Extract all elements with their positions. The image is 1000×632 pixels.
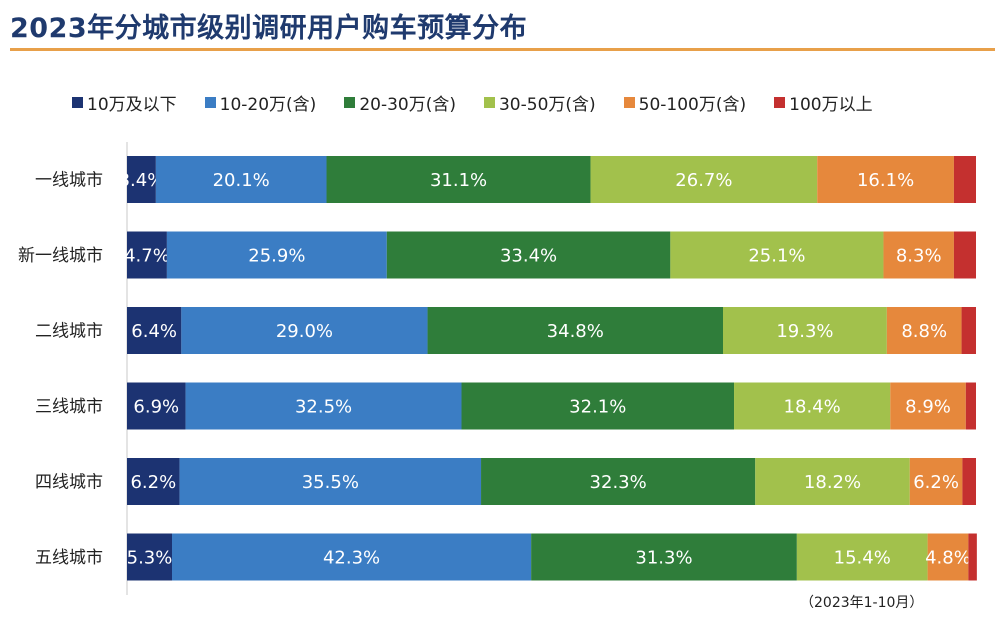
bar-segment (962, 458, 976, 505)
legend-swatch (623, 96, 635, 108)
bar-segment (968, 533, 977, 581)
data-label: 31.1% (430, 170, 487, 191)
legend-label: 100万以上 (789, 94, 873, 115)
bar-segment (386, 231, 671, 279)
legend-item: 10-20万(含) (204, 90, 317, 115)
footnote: （2023年1-10月） (800, 595, 924, 611)
legend-swatch (483, 96, 495, 108)
bar-segment (817, 156, 954, 203)
legend-label: 10万及以下 (87, 94, 177, 115)
legend-swatch (344, 96, 356, 108)
data-label: 16.1% (857, 170, 914, 191)
title-divider (10, 48, 995, 51)
data-label: 25.9% (248, 246, 305, 267)
bar-segment (166, 231, 387, 279)
category-label: 新一线城市 (18, 246, 103, 266)
legend-item: 100万以上 (774, 90, 873, 115)
data-label: 6.9% (133, 397, 179, 418)
bar-segment (185, 382, 462, 430)
data-label: 32.1% (569, 397, 626, 418)
data-label: 6.2% (913, 472, 959, 493)
bar-segment (531, 533, 797, 581)
bar-segment (796, 533, 928, 581)
data-label: 32.3% (590, 472, 647, 493)
bar-segment (181, 307, 428, 354)
bar-segment (326, 156, 591, 203)
data-label: 26.7% (675, 170, 732, 191)
data-label: 35.5% (302, 472, 359, 493)
data-label: 18.4% (784, 397, 841, 418)
data-label: 34.8% (547, 321, 604, 342)
bar-segment (155, 156, 327, 203)
data-label: 6.2% (130, 472, 176, 493)
data-label: 32.5% (295, 397, 352, 418)
legend: 10万及以下 10-20万(含) 20-30万(含) 30-50万(含) 50-100万… (72, 90, 901, 115)
data-label: 15.4% (834, 548, 891, 569)
legend-item: 50-100万(含) (623, 90, 747, 115)
bar-segment (127, 231, 167, 279)
bar-segment (461, 382, 735, 430)
chart-title: 2023年分城市级别调研用户购车预算分布 (10, 13, 528, 44)
bar-segment (481, 458, 756, 505)
legend-swatch (204, 96, 216, 108)
data-label: 3.4% (119, 170, 165, 191)
legend-item: 30-50万(含) (483, 90, 596, 115)
data-label: 42.3% (323, 548, 380, 569)
legend-label: 50-100万(含) (638, 94, 747, 115)
bar-segment (953, 156, 976, 203)
legend-label: 30-50万(含) (498, 94, 596, 115)
category-label: 三线城市 (35, 397, 103, 417)
bar-segment (670, 231, 884, 279)
data-label: 6.4% (131, 321, 177, 342)
bar-segment (755, 458, 910, 505)
bar-segment (965, 382, 976, 430)
data-label: 8.3% (896, 246, 942, 267)
bar-segment (179, 458, 482, 505)
data-label: 31.3% (635, 548, 692, 569)
bar-segment (734, 382, 891, 430)
data-label: 25.1% (748, 246, 805, 267)
data-label: 20.1% (213, 170, 270, 191)
bar-segment (127, 533, 172, 581)
category-label: 二线城市 (35, 322, 103, 342)
bar-segment (886, 307, 962, 354)
category-label: 一线城市 (35, 171, 103, 191)
category-label: 四线城市 (35, 473, 103, 493)
legend-label: 20-30万(含) (359, 94, 456, 115)
category-label: 五线城市 (35, 548, 103, 568)
legend-item: 20-30万(含) (344, 90, 456, 115)
data-label: 18.2% (804, 472, 861, 493)
bar-segment (722, 307, 887, 354)
bar-segment (427, 307, 723, 354)
data-label: 19.3% (776, 321, 833, 342)
bar-segment (890, 382, 966, 430)
data-label: 29.0% (276, 321, 333, 342)
legend-swatch (72, 96, 83, 108)
legend-label: 10-20万(含) (219, 94, 317, 115)
data-label: 4.8% (925, 548, 971, 569)
bar-segment (961, 307, 976, 354)
data-label: 5.3% (127, 548, 173, 569)
bar-segment (590, 156, 818, 203)
bar-segment (127, 307, 182, 354)
data-label: 8.9% (905, 397, 951, 418)
bar-segment (127, 382, 186, 430)
bar-segment (927, 533, 969, 581)
bar-segment (909, 458, 963, 505)
bar-segment (953, 231, 976, 279)
legend-swatch (774, 96, 786, 108)
data-label: 33.4% (500, 246, 557, 267)
bar-segment (127, 156, 156, 203)
data-label: 4.7% (124, 246, 170, 267)
bar-segment (883, 231, 954, 279)
data-label: 8.8% (901, 321, 947, 342)
legend-item: 10万及以下 (72, 90, 177, 115)
bar-segment (171, 533, 532, 581)
bar-segment (127, 458, 180, 505)
